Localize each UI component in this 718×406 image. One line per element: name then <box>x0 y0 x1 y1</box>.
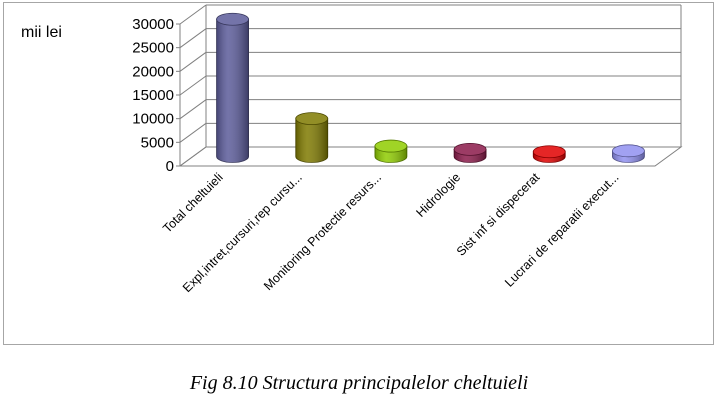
y-tick-label: 0 <box>166 158 174 175</box>
bar-1 <box>295 112 329 163</box>
bar-5 <box>612 144 645 163</box>
y-axis-unit-label: mii lei <box>21 24 62 41</box>
chart-floor <box>178 146 683 167</box>
bar-3 <box>453 142 487 163</box>
x-category-label: Hidrologie <box>414 170 464 220</box>
gridline-left-4 <box>179 51 207 72</box>
gridline-left-5 <box>179 28 207 49</box>
gridline-left-3 <box>179 75 207 96</box>
y-tick-label: 20000 <box>132 63 174 80</box>
gridline-left-6 <box>179 4 207 25</box>
y-tick-label: 15000 <box>132 87 174 104</box>
bar-2 <box>374 139 408 163</box>
bar-chart: mii lei 0 5000 10000 15000 20000 25000 30000 To… <box>21 4 683 295</box>
y-tick-label: 30000 <box>132 16 174 33</box>
bar-4 <box>532 145 566 163</box>
x-category-label: Total cheltuieli <box>160 170 225 235</box>
gridline-left-1 <box>179 122 207 143</box>
y-tick-label: 25000 <box>132 40 174 57</box>
bar-0 <box>216 12 249 163</box>
y-tick-label: 5000 <box>141 134 174 151</box>
figure-caption: Fig 8.10 Structura principalelor cheltui… <box>189 372 529 394</box>
y-tick-label: 10000 <box>132 111 174 128</box>
x-category-label: Sist inf si dispecerat <box>454 170 543 259</box>
chart-frame <box>3 2 714 345</box>
gridline-left-2 <box>179 99 207 120</box>
